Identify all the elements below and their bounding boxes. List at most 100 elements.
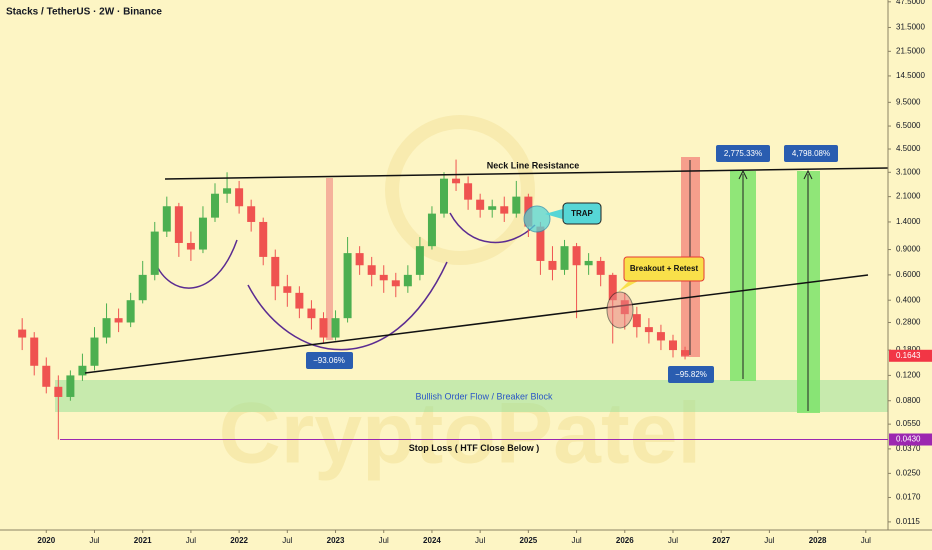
order-block-zone — [55, 380, 888, 412]
candle-body — [596, 260, 605, 275]
x-tick-label: Jul — [861, 536, 871, 545]
chart-title: Stacks / TetherUS · 2W · Binance — [6, 7, 162, 18]
y-tick-label: 0.1800 — [896, 345, 921, 354]
target-arrow-head — [803, 169, 813, 180]
x-tick-label: 2023 — [327, 536, 345, 545]
candle-body — [295, 292, 304, 309]
drop-label: −95.82% — [675, 370, 707, 379]
candle-body — [271, 256, 280, 287]
x-tick-label: 2022 — [230, 536, 248, 545]
candle-body — [656, 332, 665, 341]
y-tick-label: 1.4000 — [896, 217, 921, 226]
trap-label: TRAP — [571, 209, 593, 218]
candle-body — [126, 300, 135, 323]
x-tick-label: Jul — [571, 536, 581, 545]
target-label: 4,798.08% — [792, 149, 830, 158]
x-tick-label: Jul — [764, 536, 774, 545]
y-tick-label: 14.5000 — [896, 71, 925, 80]
candle-body — [488, 206, 497, 210]
target-label-box — [716, 145, 770, 162]
candle-body — [223, 188, 232, 194]
candle-body — [102, 318, 111, 338]
candle-body — [536, 226, 545, 261]
candle-body — [247, 206, 256, 222]
candle-body — [150, 231, 159, 275]
y-tick-label: 0.6000 — [896, 270, 921, 279]
candle-body — [584, 260, 593, 266]
candle-body — [464, 183, 473, 200]
trap-box — [562, 202, 602, 225]
candle-body — [608, 274, 617, 301]
candle-body — [512, 196, 521, 214]
target-label-box — [784, 145, 838, 162]
candle-body — [78, 365, 87, 376]
y-tick-label: 21.5000 — [896, 46, 925, 55]
y-tick-label: 0.0250 — [896, 468, 921, 477]
neck-line-label: Neck Line Resistance — [487, 160, 580, 170]
arc — [449, 212, 536, 244]
candle-body — [66, 375, 75, 397]
candle-body — [319, 318, 328, 338]
candle-body — [138, 274, 147, 301]
y-tick-label: 4.5000 — [896, 144, 921, 153]
watermark-logo — [385, 115, 535, 265]
breakout-box — [623, 256, 705, 282]
candles — [18, 159, 690, 440]
x-tick-label: 2028 — [809, 536, 827, 545]
x-tick-label: 2024 — [423, 536, 441, 545]
stop-loss-label: Stop Loss ( HTF Close Below ) — [409, 443, 540, 453]
x-tick-label: Jul — [89, 536, 99, 545]
candle-body — [307, 308, 316, 319]
trap-pointer — [545, 208, 566, 220]
candle-body — [379, 274, 388, 281]
y-tick-label: 0.0370 — [896, 444, 921, 453]
candle-body — [572, 246, 581, 266]
arc — [247, 261, 448, 351]
neck-line — [164, 167, 889, 180]
candle-body — [452, 178, 461, 184]
x-tick-label: 2027 — [712, 536, 730, 545]
x-tick-label: Jul — [186, 536, 196, 545]
y-tick-label: 31.5000 — [896, 23, 925, 32]
candle-body — [644, 327, 653, 333]
y-tick-label: 3.1000 — [896, 167, 921, 176]
drop-box — [326, 178, 333, 340]
candle-body — [681, 350, 690, 356]
candle-body — [668, 340, 677, 351]
candle-body — [500, 206, 509, 214]
order-block-label: Bullish Order Flow / Breaker Block — [415, 391, 553, 401]
candle-body — [632, 314, 641, 328]
drop-label-box — [668, 366, 714, 383]
stop-loss-box — [889, 433, 932, 446]
candle-body — [162, 206, 171, 232]
y-tick-label: 47.5000 — [896, 0, 925, 6]
candle-body — [30, 337, 39, 366]
candle-body — [18, 329, 27, 338]
candle-body — [427, 213, 436, 247]
candle-body — [186, 242, 195, 250]
y-tick-label: 0.1200 — [896, 371, 921, 380]
candle-body — [343, 253, 352, 319]
x-tick-label: Jul — [668, 536, 678, 545]
candle-body — [259, 221, 268, 257]
candle-body — [560, 246, 569, 270]
candle-body — [391, 280, 400, 287]
candle-body — [355, 253, 364, 266]
candle-body — [211, 193, 220, 218]
trap-circle — [523, 205, 551, 233]
breakout-pointer — [618, 280, 640, 292]
candle-body — [90, 337, 99, 366]
breakout-label: Breakout + Retest — [630, 264, 699, 273]
y-tick-label: 9.5000 — [896, 97, 921, 106]
candle-body — [403, 274, 412, 287]
stop-loss-price: 0.0430 — [896, 435, 921, 444]
y-tick-label: 0.0550 — [896, 419, 921, 428]
drop-label-box — [306, 352, 353, 369]
candle-body — [283, 286, 292, 293]
y-tick-label: 0.0800 — [896, 396, 921, 405]
candle-body — [440, 178, 448, 214]
candle-body — [198, 217, 207, 250]
